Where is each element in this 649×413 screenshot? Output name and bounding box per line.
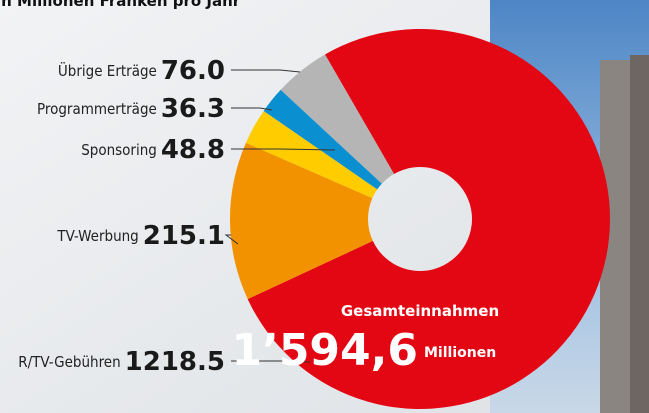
category-label: R/TV-Gebühren (18, 353, 120, 371)
category-label: Programmerträge (37, 100, 157, 118)
category-label: Übrige Erträge (58, 61, 157, 80)
value-label: 48.8 (161, 135, 225, 165)
value-label: 215.1 (143, 221, 225, 251)
value-label: 76.0 (161, 56, 225, 86)
category-label: Sponsoring (81, 141, 157, 159)
chart-title: in Millionen Franken pro Jahr (0, 0, 241, 10)
chart: in Millionen Franken pro Jahr 1218.5 R/TV… (0, 0, 649, 413)
value-label: 1218.5 (125, 347, 225, 377)
photo-building (630, 55, 649, 413)
center-value: 1’594,6 (231, 325, 418, 376)
value-label: 36.3 (161, 94, 225, 124)
center-unit: Millionen (424, 345, 496, 361)
category-label: TV-Werbung (56, 227, 138, 245)
center-title: Gesamteinnahmen (341, 302, 499, 320)
